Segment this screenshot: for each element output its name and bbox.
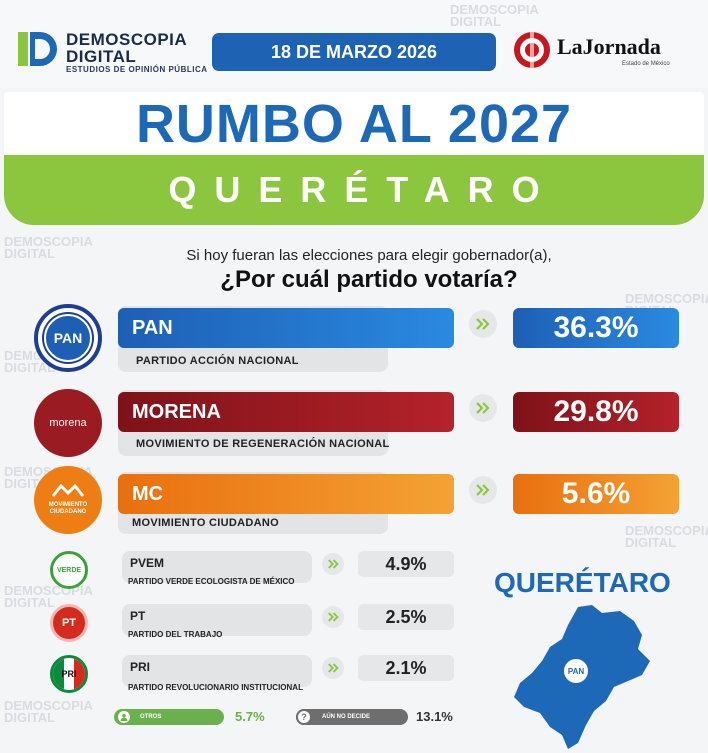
map-title: QUERÉTARO	[494, 567, 671, 598]
user-icon	[116, 709, 132, 725]
bar-label: PT	[130, 609, 146, 623]
mc-logo-icon: MOVIMIENTO CIUDADANO	[34, 466, 102, 534]
la-jornada-logo-icon	[514, 32, 550, 68]
party-full-name: PARTIDO REVOLUCIONARIO INSTITUCIONAL	[128, 683, 303, 692]
party-full-name: PARTIDO ACCIÓN NACIONAL	[136, 355, 299, 367]
bar-label: AÚN NO DECIDE	[322, 714, 371, 720]
chevron-right-icon	[322, 657, 344, 679]
pct-no-decide: 13.1%	[416, 709, 453, 724]
pt-logo-icon: PT	[50, 604, 88, 642]
bar-mc: MC	[118, 474, 454, 514]
pan-logo-icon: PAN	[34, 304, 102, 372]
party-full-name: MOVIMIENTO CIUDADANO	[132, 517, 279, 529]
pct-mc: 5.6%	[513, 474, 679, 514]
bar-label: MORENA	[132, 400, 221, 423]
question-mark-icon: ?	[296, 709, 312, 725]
bar-label: PRI	[130, 660, 151, 674]
party-full-name: PARTIDO DEL TRABAJO	[128, 630, 223, 639]
pvem-logo-icon: VERDE	[50, 551, 88, 589]
pct-pri: 2.1%	[358, 655, 454, 681]
demoscopia-logo-icon	[18, 32, 57, 66]
partner-name: LaJornada	[557, 34, 661, 59]
row-bg	[122, 551, 312, 583]
pri-logo-icon: PRI	[50, 655, 88, 693]
brand-name-line2: DIGITAL	[66, 47, 137, 66]
bar-no-decide: AÚN NO DECIDE	[296, 709, 408, 725]
bar-pan: PAN	[118, 308, 454, 348]
partner-subtitle: Estado de México	[622, 61, 670, 67]
state-banner: QUERÉTARO	[4, 155, 704, 225]
queretaro-map-icon: PAN	[514, 605, 650, 749]
row-bg	[122, 604, 312, 636]
row-bg	[122, 655, 312, 687]
page-title: RUMBO AL 2027	[135, 94, 573, 154]
bar-label: PVEM	[130, 556, 165, 570]
date-badge: 18 DE MARZO 2026	[212, 33, 496, 71]
pct-otros: 5.7%	[235, 709, 265, 724]
bar-morena: MORENA	[118, 392, 454, 432]
party-full-name: PARTIDO VERDE ECOLOGISTA DE MÉXICO	[128, 577, 295, 586]
pct-morena: 29.8%	[513, 392, 679, 432]
title-panel	[4, 92, 704, 156]
bar-label: OTROS	[140, 714, 162, 720]
question-line1: Si hoy fueran las elecciones para elegir…	[186, 247, 552, 264]
brand-name-line1: DEMOSCOPIA	[66, 30, 188, 49]
chevron-right-icon	[322, 606, 344, 628]
chevron-right-icon	[469, 394, 497, 422]
morena-logo-icon: morena	[34, 389, 102, 457]
bar-otros: OTROS	[114, 709, 224, 725]
chevron-right-icon	[469, 310, 497, 338]
pct-pan: 36.3%	[513, 308, 679, 348]
pct-pt: 2.5%	[358, 604, 454, 630]
bar-label: PAN	[132, 316, 173, 339]
party-full-name: MOVIMIENTO DE REGENERACIÓN NACIONAL	[136, 438, 390, 450]
question-line2: ¿Por cuál partido votaría?	[220, 266, 518, 293]
chevron-right-icon	[322, 553, 344, 575]
chevron-right-icon	[469, 476, 497, 504]
pct-pvem: 4.9%	[358, 551, 454, 577]
brand-tagline: ESTUDIOS DE OPINIÓN PÚBLICA	[66, 65, 208, 74]
map-badge: PAN	[568, 667, 585, 676]
bar-label: MC	[132, 482, 164, 505]
